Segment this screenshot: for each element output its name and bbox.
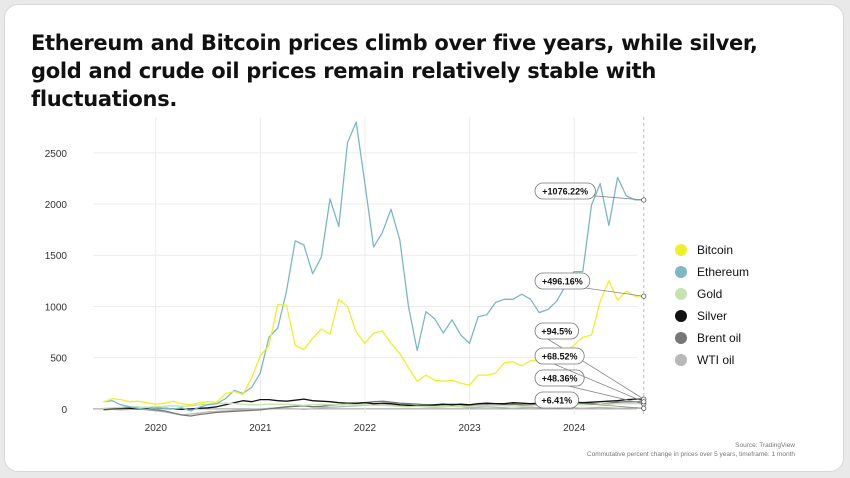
x-tick-label: 2022 [354,423,377,434]
y-tick-label: 1000 [45,302,68,313]
legend-swatch [675,332,687,344]
legend-item-brent-oil: Brent oil [675,327,815,349]
legend-label: Bitcoin [697,243,734,257]
legend-swatch [675,354,687,366]
series-end-point [641,399,647,405]
callout-label: +6.41% [541,396,572,406]
y-tick-label: 500 [50,354,67,365]
line-chart: 0 500 1000 1500 2000 2500 2020 2021 2022 2023 2024… [45,117,647,434]
y-tick-label: 2500 [45,149,68,160]
callout-box [534,272,591,290]
y-tick-label: 0 [61,405,67,416]
series-end-point [641,197,647,203]
chart-title: Ethereum and Bitcoin prices climb over f… [31,31,758,111]
source-note: Source: TradingView Commutative percent … [587,441,795,459]
callout-box [534,322,579,340]
y-tick-label: 2000 [45,200,68,211]
legend-swatch [675,266,687,278]
legend-label: Ethereum [697,265,750,279]
legend-label: Brent oil [697,331,742,345]
callout-label: +48.36% [542,374,578,384]
x-tick-label: 2023 [458,423,481,434]
legend-swatch [675,244,687,256]
callout-box [534,182,596,200]
legend: Bitcoin Ethereum Gold Silver Brent oil WTI oi… [675,239,815,371]
callout-box [534,347,585,365]
legend-swatch [675,288,687,300]
callout-label: +68.52% [542,352,578,362]
callout-box [534,391,579,409]
legend-label: WTI oil [697,353,735,367]
series-line-ethereum [103,121,644,412]
callout-label: +94.5% [541,327,572,337]
callout-label: +496.16% [542,277,583,287]
legend-item-wti-oil: WTI oil [675,349,815,371]
legend-swatch [675,310,687,322]
series-end-point [641,405,647,411]
legend-item-bitcoin: Bitcoin [675,239,815,261]
legend-label: Silver [697,309,728,323]
chart-card: Ethereum and Bitcoin prices climb over f… [4,4,844,472]
x-tick-label: 2021 [249,423,272,434]
legend-label: Gold [697,287,723,301]
callout-label: +1076.22% [542,187,588,197]
series-end-point [641,293,647,299]
callout-box [534,369,585,387]
source-description: Commutative percent change in prices ove… [586,451,795,458]
source-label: Source: TradingView [735,442,795,449]
legend-item-ethereum: Ethereum [675,261,815,283]
y-tick-label: 1500 [45,251,68,262]
callout-leader [534,330,644,400]
legend-item-gold: Gold [675,283,815,305]
x-tick-label: 2020 [145,423,168,434]
x-tick-label: 2024 [563,423,586,434]
legend-item-silver: Silver [675,305,815,327]
